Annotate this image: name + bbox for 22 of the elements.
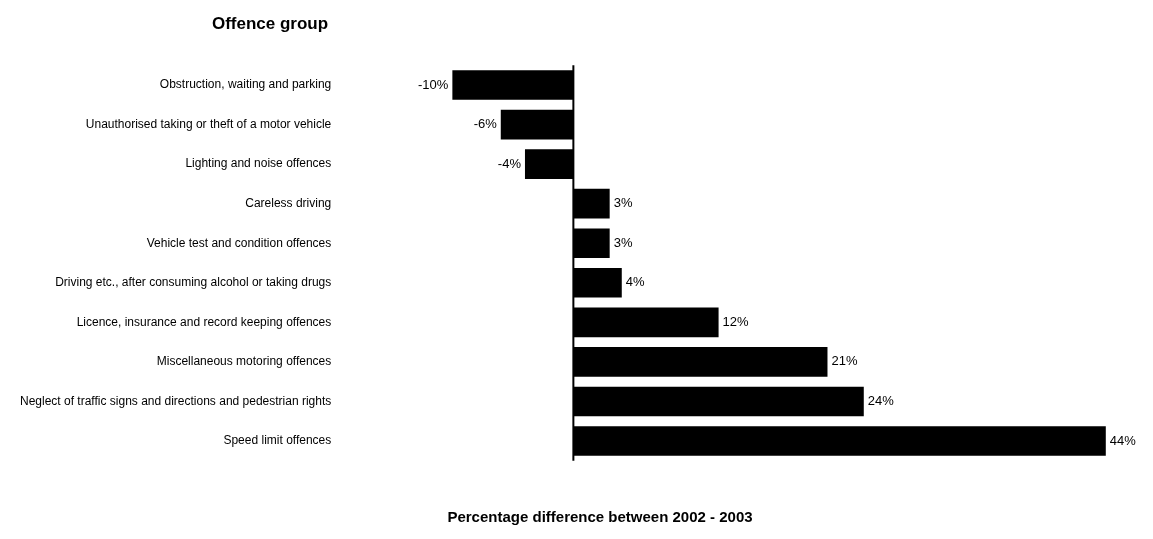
y-tick-label: Unauthorised taking or theft of a motor vehicle [85, 116, 332, 131]
data-label: 44% [1109, 432, 1137, 448]
x-axis-title: Percentage difference between 2002 - 2003 [446, 508, 754, 525]
data-label: -4% [497, 155, 522, 171]
data-label: 4% [625, 274, 645, 290]
data-label: 3% [613, 195, 633, 211]
y-tick-label: Driving etc., after consuming alcohol or taking drugs [55, 275, 332, 290]
y-tick-label: Lighting and noise offences [185, 156, 332, 171]
data-label: 12% [722, 313, 750, 329]
y-tick-label: Miscellaneous motoring offences [156, 354, 332, 369]
y-tick-label: Neglect of traffic signs and directions and pedestrian rights [19, 393, 332, 408]
y-tick-label: Careless driving [245, 195, 332, 210]
data-label: 24% [867, 393, 895, 409]
y-axis-title: Offence group [210, 14, 330, 34]
data-label: -10% [418, 76, 449, 92]
data-label: 21% [831, 353, 858, 369]
data-label: 3% [613, 234, 633, 250]
data-label: -6% [473, 116, 498, 132]
y-tick-label: Vehicle test and condition offences [146, 235, 332, 250]
y-tick-label: Speed limit offences [223, 433, 332, 448]
y-tick-label: Licence, insurance and record keeping offences [76, 314, 332, 329]
y-tick-label: Obstruction, waiting and parking [159, 77, 332, 92]
